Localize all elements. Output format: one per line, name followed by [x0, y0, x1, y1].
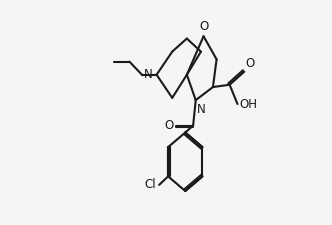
Text: O: O — [246, 57, 255, 70]
Text: N: N — [144, 68, 153, 81]
Text: OH: OH — [240, 97, 258, 110]
Text: O: O — [164, 119, 173, 132]
Text: Cl: Cl — [144, 178, 156, 191]
Text: N: N — [197, 103, 206, 116]
Text: O: O — [199, 20, 208, 33]
